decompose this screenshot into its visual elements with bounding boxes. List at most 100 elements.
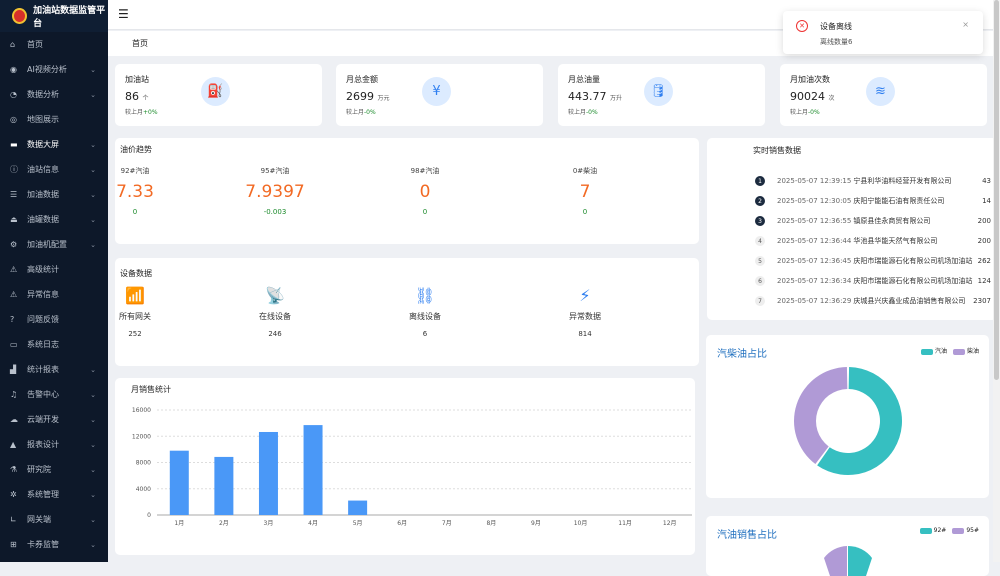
card-value: 2699: [346, 90, 374, 103]
sidebar-item-monitor[interactable]: ▬ 数据大屏 ⌄: [0, 132, 108, 157]
station-name: 华池县华能天然气有限公司: [853, 237, 938, 245]
notification-toast: ✕ 设备离线 离线数量6 ×: [783, 11, 983, 54]
card-title: 月总油量: [568, 75, 600, 84]
card-value: 90024: [790, 90, 825, 103]
sale-time: 2025-05-07 12:36:34: [777, 277, 852, 285]
donut-chart: [824, 546, 872, 576]
donut-slice[interactable]: [794, 367, 848, 465]
station-name: 庆阳宁能能石油有限责任公司: [853, 197, 945, 205]
sidebar-item-map[interactable]: ◎ 地图展示: [0, 107, 108, 132]
sidebar-item-chart-pie[interactable]: ◔ 数据分析 ⌄: [0, 82, 108, 107]
sidebar-item-log[interactable]: ▭ 系统日志: [0, 332, 108, 357]
sidebar-item-question[interactable]: ? 问题反馈: [0, 307, 108, 332]
money-bag-icon: ¥: [422, 77, 451, 106]
broken-link-icon: ⛓: [414, 286, 436, 305]
bell-icon: ♫: [10, 390, 18, 399]
warning-icon: ⚠: [10, 265, 18, 274]
sale-amount: 2307: [973, 297, 991, 305]
device-label: 异常数据: [569, 312, 601, 321]
sidebar-item-design[interactable]: ▲ 报表设计 ⌄: [0, 432, 108, 457]
sidebar-item-label: 报表设计: [27, 440, 59, 449]
bar[interactable]: [258, 431, 278, 515]
bar[interactable]: [303, 425, 323, 515]
design-icon: ▲: [10, 440, 17, 449]
card-compare-label: 较上月: [568, 109, 587, 116]
sidebar-item-label: 油站信息: [27, 165, 59, 174]
wifi-router-icon: 📡: [265, 286, 285, 305]
legend: 汽油 柴油: [920, 346, 979, 355]
chevron-down-icon: ⌄: [90, 65, 96, 74]
sidebar-item-label: 系统日志: [27, 340, 59, 349]
legend-item[interactable]: 95#: [952, 527, 979, 534]
sidebar-item-bell[interactable]: ♫ 告警中心 ⌄: [0, 382, 108, 407]
price-item: 92#汽油 7.33 0: [95, 166, 175, 216]
close-icon[interactable]: ×: [962, 20, 969, 29]
sidebar-item-bar[interactable]: ▟ 统计报表 ⌄: [0, 357, 108, 382]
page-scrollbar[interactable]: [993, 0, 1000, 562]
fuel-label: 98#汽油: [410, 167, 440, 175]
sidebar-item-info[interactable]: ⓘ 油站信息 ⌄: [0, 157, 108, 182]
sale-amount: 200: [977, 217, 991, 225]
sidebar-item-tank[interactable]: ⏏ 油罐数据 ⌄: [0, 207, 108, 232]
gear-icon: ✲: [10, 490, 17, 499]
sidebar-item-warning[interactable]: ⚠ 高级统计: [0, 257, 108, 282]
legend-item[interactable]: 92#: [919, 527, 946, 534]
sidebar-item-camera[interactable]: ◉ AI视频分析 ⌄: [0, 57, 108, 82]
fuel-label: 95#汽油: [260, 167, 290, 175]
sidebar-item-cloud[interactable]: ☁ 云端开发 ⌄: [0, 407, 108, 432]
price-item: 95#汽油 7.9397 -0.003: [235, 166, 315, 216]
sale-amount: 124: [977, 277, 991, 285]
chevron-down-icon: ⌄: [90, 490, 96, 499]
station-name: 庆城县兴庆鑫业成品油销售有限公司: [853, 297, 966, 305]
y-tick-label: 8000: [136, 460, 151, 467]
device-label: 在线设备: [259, 312, 291, 321]
question-icon: ?: [10, 315, 15, 324]
donut-chart: [794, 367, 902, 475]
sidebar-item-gateway[interactable]: ∟ 网关端 ⌄: [0, 507, 108, 532]
sidebar-item-home[interactable]: ⌂ 首页: [0, 32, 108, 57]
sale-amount: 14: [982, 197, 991, 205]
rank-badge: 4: [755, 236, 765, 246]
legend-item[interactable]: 柴油: [952, 346, 979, 355]
sidebar-item-list[interactable]: ☰ 加油数据 ⌄: [0, 182, 108, 207]
sidebar-item-card[interactable]: ⊞ 卡券监管 ⌄: [0, 532, 108, 557]
x-tick-label: 11月: [618, 520, 632, 527]
x-tick-label: 4月: [308, 520, 318, 527]
bar[interactable]: [348, 500, 368, 515]
menu-toggle-icon[interactable]: ☰: [118, 7, 129, 21]
legend-item[interactable]: 汽油: [920, 346, 947, 355]
device-stat: 📡 在线设备 246: [235, 286, 315, 338]
card-value: 443.77: [568, 90, 607, 103]
price-value: 7: [579, 182, 591, 202]
card-title: 月总金额: [346, 75, 378, 84]
device-label: 离线设备: [409, 312, 441, 321]
x-tick-label: 3月: [264, 520, 274, 527]
sidebar-item-lab[interactable]: ⚗ 研究院 ⌄: [0, 457, 108, 482]
chevron-down-icon: ⌄: [90, 465, 96, 474]
chevron-down-icon: ⌄: [90, 90, 96, 99]
card-unit: 次: [828, 95, 835, 102]
sidebar-item-label: 首页: [27, 40, 43, 49]
donut-slice[interactable]: [817, 367, 902, 475]
sidebar-item-alert[interactable]: ⚠ 异常信息: [0, 282, 108, 307]
realtime-row: 2 2025-05-07 12:30:05 庆阳宁能能石油有限责任公司 14: [755, 196, 991, 206]
app-logo[interactable]: 加油站数据监管平台: [0, 0, 108, 32]
rank-badge: 3: [755, 216, 765, 226]
card-change: -0%: [808, 109, 820, 116]
bar[interactable]: [214, 456, 234, 515]
sidebar-item-label: 数据分析: [27, 90, 59, 99]
gasoline-sales-panel: 汽油销售占比 92# 95#: [706, 516, 989, 576]
x-tick-label: 1月: [174, 520, 184, 527]
cloud-icon: ☁: [10, 415, 18, 424]
chart-pie-icon: ◔: [10, 90, 17, 99]
sidebar-item-gear[interactable]: ✲ 系统管理 ⌄: [0, 482, 108, 507]
bar[interactable]: [169, 450, 189, 515]
card-compare-label: 较上月: [125, 109, 144, 116]
sidebar-item-config[interactable]: ⚙ 加油机配置 ⌄: [0, 232, 108, 257]
station-name: 宁县利华油料经营开发有限公司: [853, 177, 952, 185]
price-change: 0: [422, 208, 428, 216]
breadcrumb-home[interactable]: 首页: [132, 39, 148, 48]
bar-chart: 0 4000 8000 12000 16000 1月 2月 3月 4月 5月 6月 7月 8月 9月 10月…: [132, 407, 692, 527]
sidebar-item-label: 问题反馈: [27, 315, 59, 324]
rank-badge: 1: [755, 176, 765, 186]
